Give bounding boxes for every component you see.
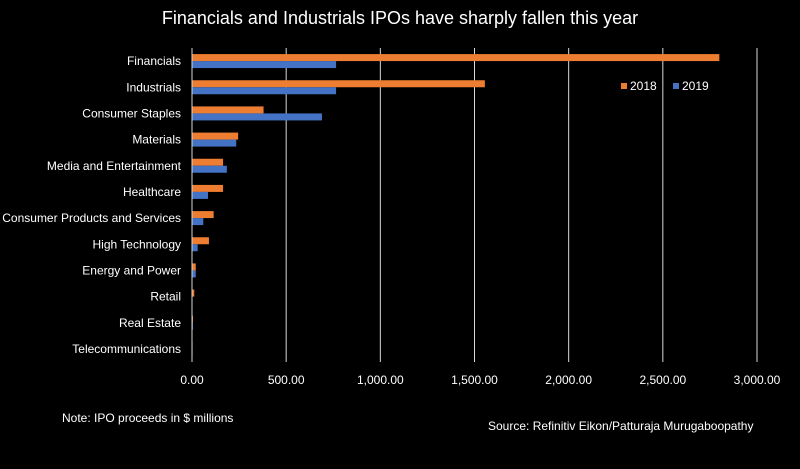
- category-label: Media and Entertainment: [47, 159, 182, 173]
- category-label: Energy and Power: [82, 263, 181, 277]
- category-label: Industrials: [126, 80, 181, 94]
- bar-2018: [192, 289, 195, 297]
- x-tick-label: 2,500.00: [639, 373, 686, 387]
- chart-title: Financials and Industrials IPOs have sha…: [161, 8, 639, 28]
- category-label: Materials: [132, 133, 181, 147]
- bar-2019: [192, 165, 227, 173]
- bar-2018: [192, 211, 214, 219]
- category-label: Telecommunications: [72, 342, 181, 356]
- bar-2019: [192, 139, 237, 147]
- x-tick-label: 2,000.00: [545, 373, 592, 387]
- category-label: Real Estate: [119, 316, 181, 330]
- category-label: Healthcare: [123, 185, 181, 199]
- legend-swatch-2018: [621, 83, 627, 89]
- x-tick-label: 3,000.00: [734, 373, 781, 387]
- x-tick-label: 0.00: [180, 373, 204, 387]
- bar-2018: [192, 263, 196, 271]
- bar-2019: [192, 61, 337, 69]
- category-label: Financials: [127, 54, 181, 68]
- bar-2019: [192, 191, 209, 199]
- x-tick-label: 1,500.00: [451, 373, 498, 387]
- legend-swatch-2019: [673, 83, 679, 89]
- legend-label-2019: 2019: [682, 79, 709, 93]
- bar-2018: [192, 106, 264, 114]
- bar-2018: [192, 237, 209, 245]
- legend-label-2018: 2018: [630, 79, 657, 93]
- bar-2018: [192, 184, 224, 192]
- x-tick-label: 500.00: [268, 373, 305, 387]
- bar-2018: [192, 80, 485, 88]
- category-label: Consumer Products and Services: [2, 211, 181, 225]
- bar-2018: [192, 54, 720, 62]
- bar-2019: [192, 113, 322, 121]
- chart-source: Source: Refinitiv Eikon/Patturaja Muruga…: [488, 419, 754, 433]
- bar-2018: [192, 158, 224, 166]
- category-label: Retail: [150, 290, 181, 304]
- chart-note: Note: IPO proceeds in $ millions: [62, 411, 234, 425]
- category-label: Consumer Staples: [82, 106, 181, 120]
- bar-2019: [192, 218, 204, 226]
- x-tick-label: 1,000.00: [357, 373, 404, 387]
- bar-2018: [192, 132, 239, 140]
- bar-2019: [192, 244, 198, 252]
- bar-2019: [192, 87, 337, 95]
- category-label: High Technology: [92, 237, 181, 251]
- bar-2019: [192, 270, 196, 278]
